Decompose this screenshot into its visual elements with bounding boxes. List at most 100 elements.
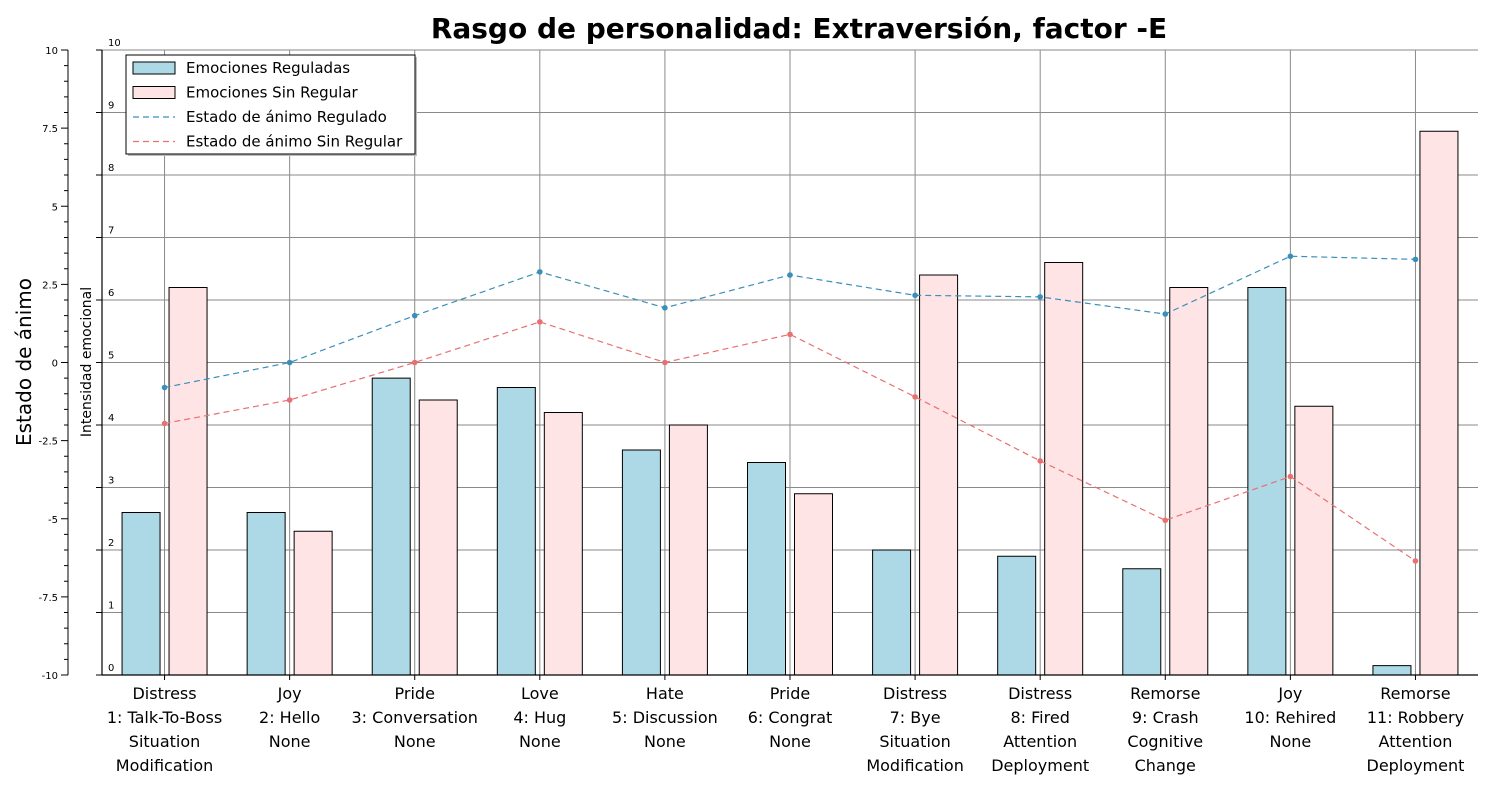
x-tick-label-line: 10: Rehired (1244, 708, 1336, 727)
x-tick-label-line: None (1269, 732, 1311, 751)
mood-regulated-point (787, 272, 793, 278)
bar-regulated (246, 512, 286, 676)
mood-regulated-point (537, 269, 543, 275)
bar-unregulated (668, 424, 708, 676)
x-tick-label-line: Remorse (1380, 684, 1450, 703)
bar-unregulated (1419, 130, 1459, 676)
y-tick-label: 7.5 (42, 124, 58, 135)
x-tick-label: Remorse 9: Crash Cognitive Change (1127, 675, 1203, 775)
mood-unregulated-point (161, 420, 168, 427)
y2-tick-label: 6 (108, 288, 114, 299)
y2-tick-label: 4 (108, 413, 114, 424)
bar-unregulated (1169, 287, 1209, 676)
bar-regulated (496, 387, 536, 676)
mood-unregulated-point (1037, 458, 1043, 464)
x-tick-label-line: None (519, 732, 561, 751)
y-axis-label: Estado de ánimo (12, 278, 36, 446)
y-tick-label: 5 (52, 202, 58, 213)
legend-label: Emociones Sin Regular (186, 84, 359, 102)
x-tick-label: Joy 2: Hello None (259, 675, 320, 751)
x-tick-label-line: None (769, 732, 811, 751)
x-tick-label-line: Cognitive (1127, 732, 1203, 751)
bar-unregulated (1294, 405, 1334, 676)
bar-regulated (1247, 287, 1287, 676)
x-tick-label-line: Love (521, 684, 559, 703)
bar-unregulated (168, 287, 208, 676)
legend-swatch-unregulated (132, 86, 176, 99)
x-tick-label-line: Distress (132, 684, 196, 703)
y2-tick-label: 10 (108, 38, 121, 49)
bar-regulated (1122, 568, 1162, 676)
mood-regulated-point (912, 292, 918, 299)
bar-regulated (621, 449, 661, 676)
x-tick-label-line: Distress (883, 684, 947, 703)
y2-tick-label: 5 (108, 351, 114, 362)
mood-regulated-point (1037, 294, 1043, 300)
x-tick-label-line: 11: Robbery (1367, 708, 1464, 727)
mood-regulated-point (1287, 253, 1294, 260)
y2-tick-label: 0 (108, 663, 114, 674)
mood-unregulated-point (787, 331, 793, 338)
x-tick-label-line: None (394, 732, 436, 751)
x-tick-label-line: Modification (116, 756, 214, 775)
x-tick-label: Hate 5: Discussion None (612, 675, 718, 751)
legend-swatch-regulated (132, 61, 176, 75)
x-tick-label-line: Attention (1379, 732, 1453, 751)
y-tick-label: -7.5 (38, 593, 58, 604)
x-tick-label-line: Pride (770, 684, 810, 703)
legend-label: Estado de ánimo Sin Regular (186, 133, 403, 151)
legend-label: Estado de ánimo Regulado (186, 108, 387, 126)
mood-regulated-point (1162, 311, 1169, 317)
x-tick-label-line: 6: Congrat (748, 708, 833, 727)
mood-regulated-point (1412, 256, 1419, 263)
bar-regulated (997, 555, 1037, 676)
x-tick-label-line: Modification (866, 756, 964, 775)
bar-unregulated (919, 274, 959, 676)
x-tick-label: Distress 1: Talk-To-Boss Situation Modifica… (107, 675, 222, 775)
y-tick-label: -10 (42, 671, 58, 682)
bar-unregulated (418, 399, 458, 676)
y-tick-label: 0 (52, 359, 58, 370)
x-tick-label: Joy 10: Rehired None (1244, 675, 1336, 751)
x-tick-label: Pride 3: Conversation None (352, 675, 478, 751)
mood-regulated-point (161, 384, 168, 391)
x-tick-label: Pride 6: Congrat None (748, 675, 833, 751)
x-tick-label-line: Deployment (991, 756, 1089, 775)
bar-regulated (121, 512, 161, 676)
x-tick-label-line: Situation (129, 732, 200, 751)
bar-unregulated (543, 412, 583, 676)
x-tick-label-line: 9: Crash (1132, 708, 1199, 727)
mood-regulated-point (286, 359, 293, 366)
x-tick-label-line: 3: Conversation (352, 708, 478, 727)
x-tick-label-line: Deployment (1367, 756, 1465, 775)
y-tick-label: -2.5 (38, 437, 58, 448)
x-tick-label-line: 4: Hug (513, 708, 566, 727)
mood-unregulated-point (537, 319, 543, 325)
mood-unregulated-point (1287, 473, 1294, 480)
x-tick-label-line: None (269, 732, 311, 751)
x-tick-label-line: Joy (1277, 684, 1302, 703)
mood-unregulated-point (662, 359, 668, 366)
lines (161, 253, 1419, 564)
y-tick-label: 2.5 (42, 280, 58, 291)
bars (121, 130, 1459, 676)
x-tick-labels: Distress 1: Talk-To-Boss Situation Modifica… (107, 675, 1465, 775)
bar-regulated (371, 377, 411, 676)
y2-tick-label: 8 (108, 163, 114, 174)
x-tick-label: Remorse 11: Robbery Attention Deployment (1367, 675, 1465, 775)
x-tick-label-line: Pride (395, 684, 435, 703)
x-tick-label-line: 2: Hello (259, 708, 320, 727)
legend: Emociones Reguladas Emociones Sin Regular… (125, 54, 417, 156)
mood-unregulated-line (164, 321, 1416, 562)
x-tick-label-line: 1: Talk-To-Boss (107, 708, 222, 727)
chart-title: Rasgo de personalidad: Extraversión, fac… (431, 12, 1167, 45)
x-tick-label-line: Attention (1003, 732, 1077, 751)
mood-regulated-point (411, 312, 418, 319)
x-tick-label-line: Hate (646, 684, 684, 703)
x-tick-label-line: 5: Discussion (612, 708, 718, 727)
bar-unregulated (794, 493, 833, 676)
x-tick-label-line: Change (1135, 756, 1196, 775)
